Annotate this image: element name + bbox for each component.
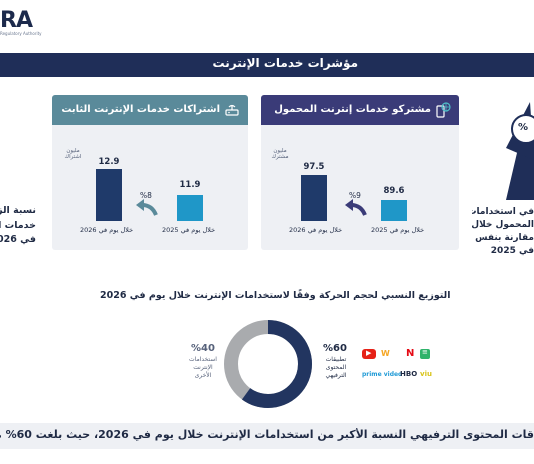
logo-text: RA [0, 8, 33, 33]
main-label-line-3: الترفيهي [325, 371, 347, 379]
left-side-line-2: خدمات الإ [0, 219, 36, 231]
shahid-icon: ≡ [420, 348, 430, 359]
right-side-line-3: مقارنة بنفس [475, 233, 534, 244]
left-side-line-3: في 2026 [0, 234, 36, 246]
growth-badge [511, 114, 534, 144]
mobile-2025-label: خلال يوم في 2025 [371, 226, 425, 234]
right-side-line-1: في استخدامات [472, 207, 534, 217]
other-label: استخدامات الإنترنت الأخرى [178, 356, 228, 379]
mobile-2025-value: 89.6 [383, 186, 405, 196]
router-icon [225, 104, 239, 116]
fixed-2025-bar [177, 195, 203, 221]
main-label: تطبيقات المحتوى الترفيهي [316, 356, 356, 379]
other-label-line-2: الإنترنت [193, 363, 213, 371]
hbo-icon: HBO [400, 370, 418, 378]
other-label-line-1: استخدامات [189, 356, 217, 363]
mobile-2025-bar [381, 200, 407, 221]
mobile-unit-label: مليون مشترك [271, 148, 289, 161]
fixed-unit-label: مليون اشتراك [64, 148, 82, 161]
right-side-line-2: المحمول خلال [472, 220, 534, 231]
mobile-panel-title: مشتركو خدمات إنترنت المحمول [274, 104, 431, 115]
growth-badge-text: % [518, 122, 529, 133]
donut-title: التوزيع النسبي لحجم الحركة وفقًا لاستخدا… [100, 290, 451, 301]
netflix-icon: N [406, 348, 415, 359]
fixed-2026-bar [96, 169, 122, 221]
mobile-panel-header [261, 95, 459, 125]
other-label-line-3: الأخرى [194, 371, 212, 379]
footer-bar [0, 423, 534, 449]
left-side-text: نسبة الز خدمات الإ في 2026 [0, 204, 36, 248]
mobile-2026-value: 97.5 [303, 162, 325, 172]
fixed-2025-value: 11.9 [179, 180, 201, 190]
mobile-internet-panel: مشتركو خدمات إنترنت المحمول مليون مشترك … [261, 95, 459, 250]
left-side-line-1: نسبة الز [0, 205, 36, 216]
fixed-2026-value: 12.9 [98, 157, 120, 167]
w-app-icon: W [381, 349, 390, 358]
fixed-internet-panel: اشتراكات خدمات الإنترنت الثابت مليون اشت… [52, 95, 248, 250]
traffic-donut-chart [224, 320, 312, 408]
youtube-icon: ▶ [362, 349, 376, 359]
main-pct: %60 [323, 343, 347, 354]
prime-video-icon: prime video [362, 371, 403, 378]
fixed-panel-header [52, 95, 248, 125]
mobile-2026-bar [301, 175, 327, 221]
donut-main-segment [224, 320, 312, 408]
right-side-line-4: في 2025 [490, 246, 534, 257]
mobile-change-pct: %9 [349, 191, 361, 200]
main-label-line-1: تطبيقات [325, 356, 347, 363]
fixed-change-pct: %8 [140, 191, 152, 200]
mobile-globe-icon [436, 102, 451, 118]
main-label-line-2: المحتوى [325, 363, 347, 371]
right-side-text: في استخدامات المحمول خلال مقارنة بنفس في… [472, 206, 534, 258]
authority-logo: RA Regulatory Authority [0, 8, 60, 44]
viu-icon: viu [420, 370, 432, 378]
other-pct: %40 [191, 343, 215, 354]
logo-subtitle: Regulatory Authority [0, 31, 42, 36]
fixed-2026-label: خلال يوم في 2026 [80, 226, 134, 234]
page-title: مؤشرات خدمات الإنترنت [212, 56, 358, 70]
fixed-2025-label: خلال يوم في 2025 [162, 226, 216, 234]
header-bar [0, 53, 534, 77]
mobile-change-arrow-icon [345, 199, 367, 216]
fixed-panel-title: اشتراكات خدمات الإنترنت الثابت [61, 104, 220, 115]
mobile-2026-label: خلال يوم في 2026 [289, 226, 343, 234]
footer-text: قات المحتوى الترفيهي النسبة الأكبر من اس… [0, 428, 534, 441]
fixed-change-arrow-icon [136, 199, 158, 216]
